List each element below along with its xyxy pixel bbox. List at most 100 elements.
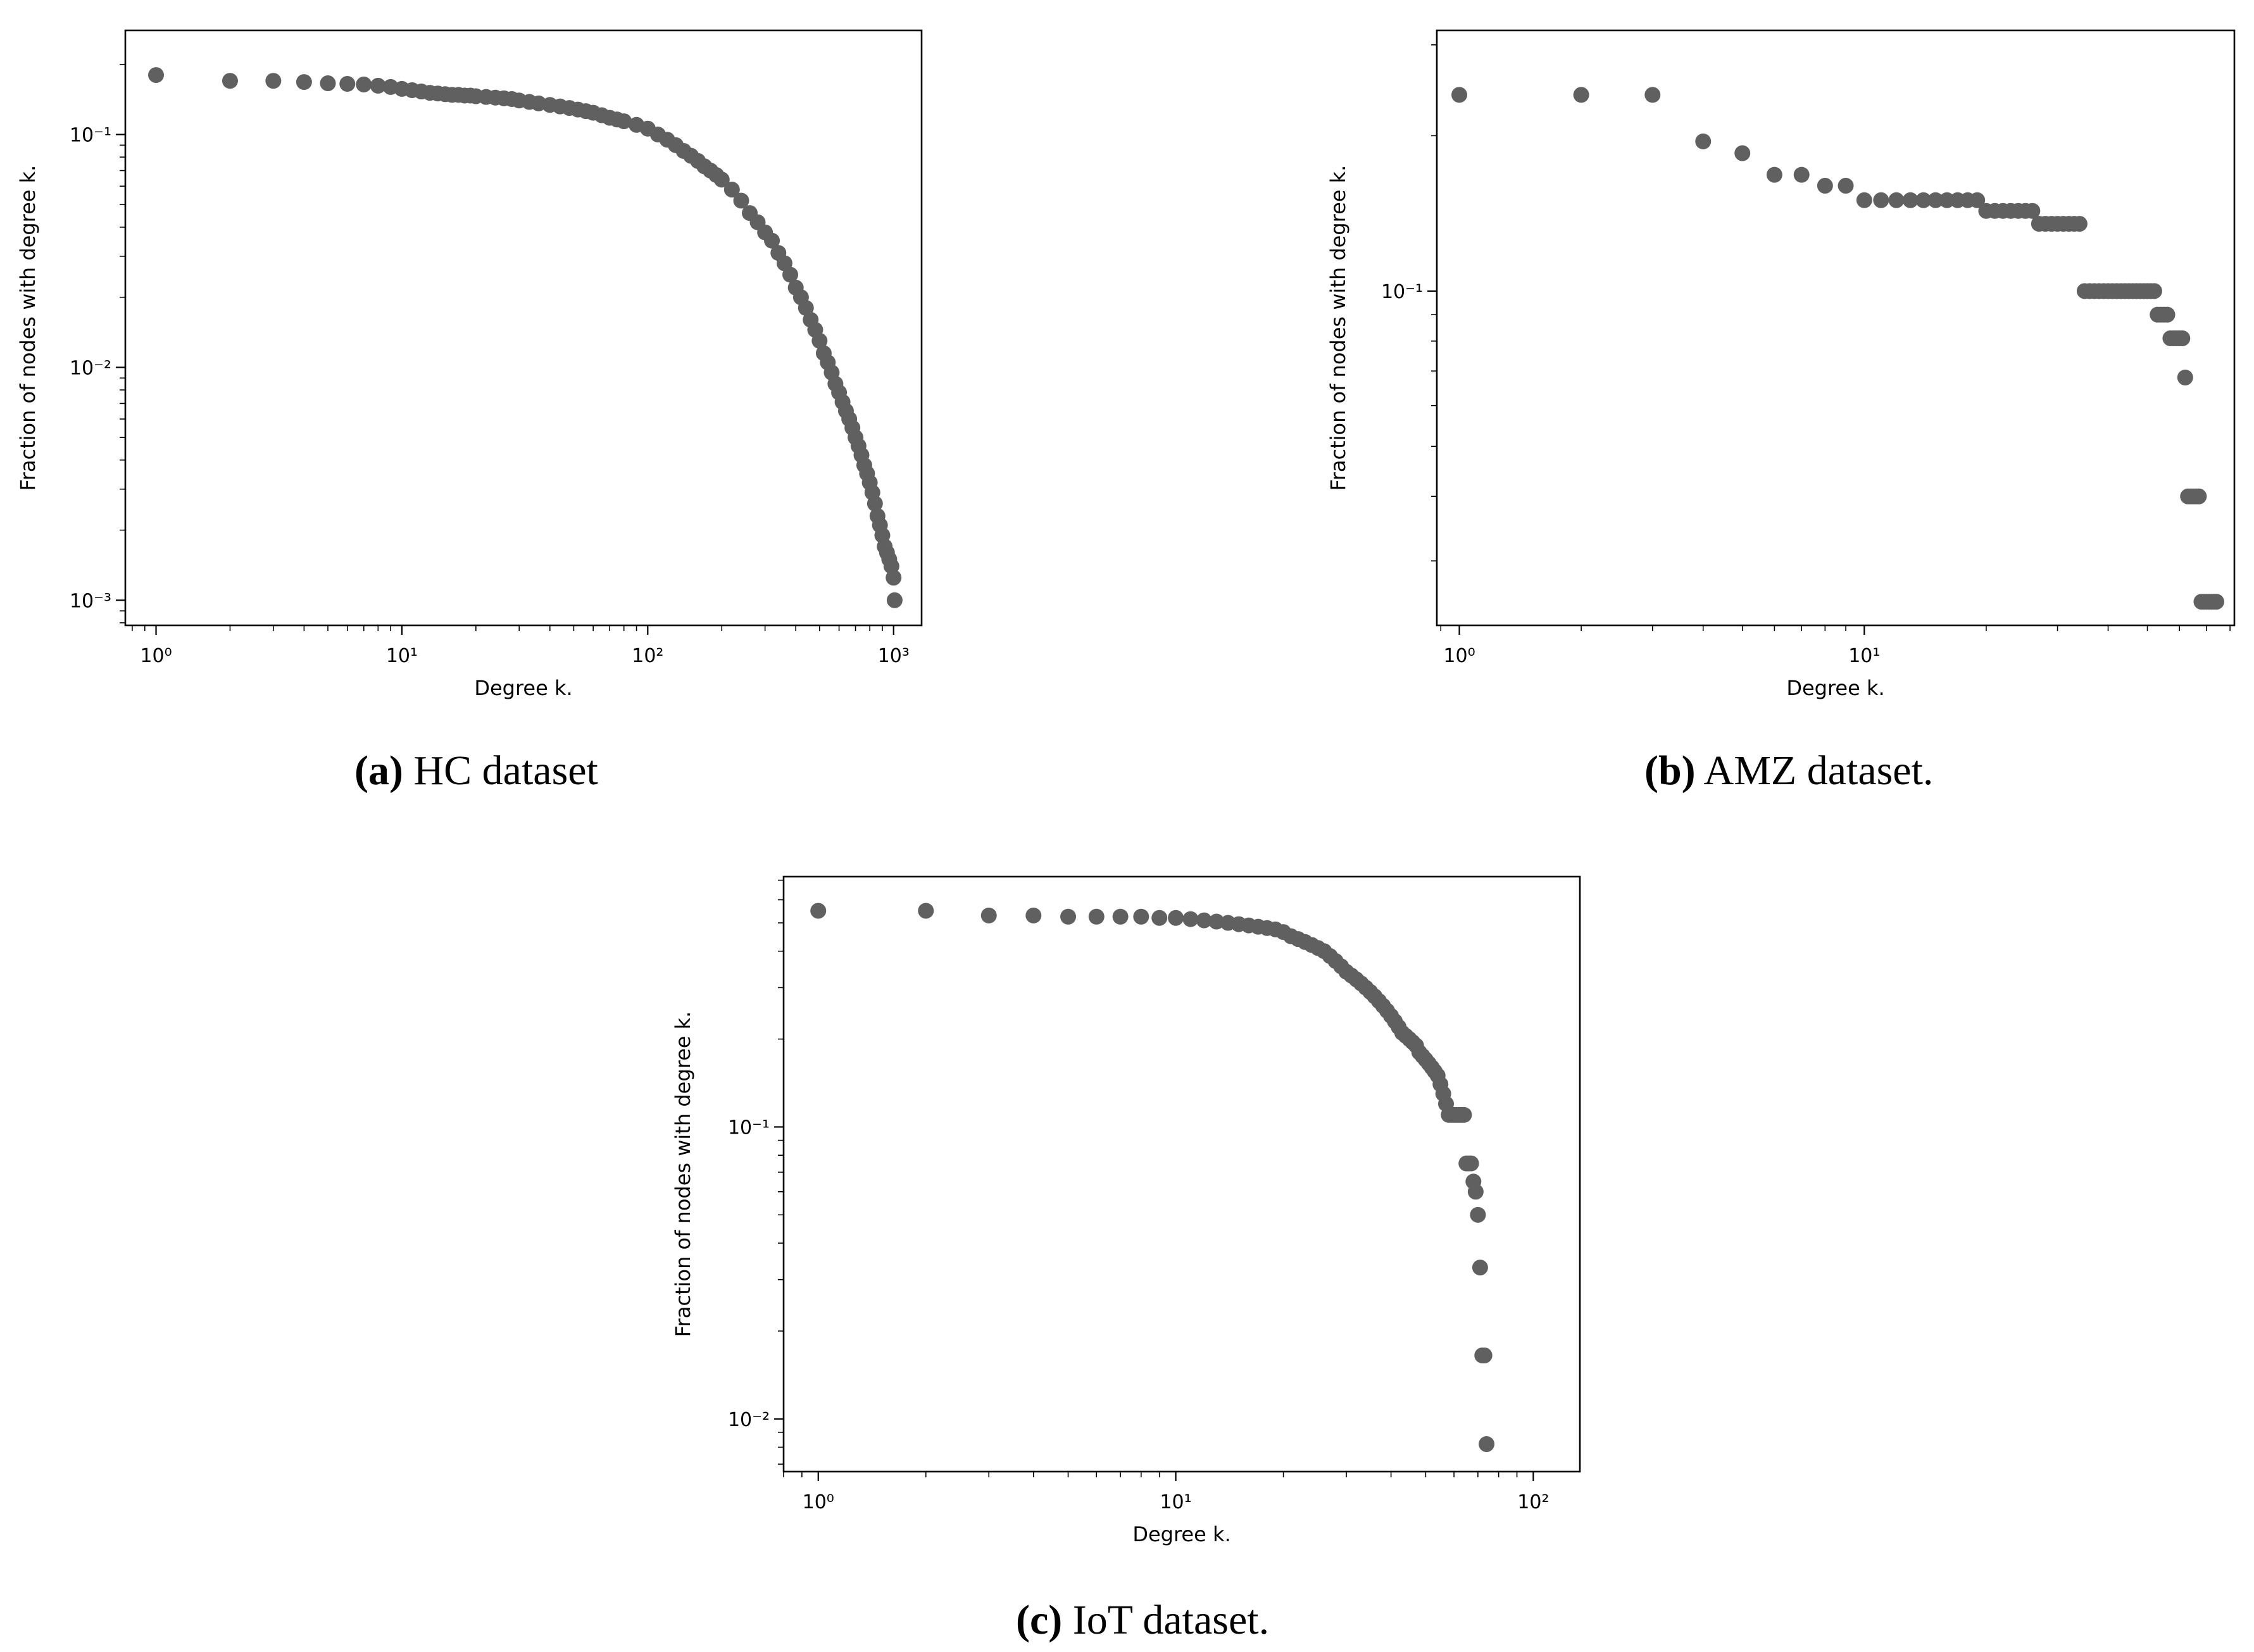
y-tick-label: 10⁻³: [70, 590, 111, 612]
data-point: [980, 907, 997, 923]
chart-caption: (c) IoT dataset.: [1016, 1596, 1269, 1644]
data-point: [1112, 908, 1129, 925]
data-point: [1472, 1260, 1488, 1276]
data-point: [2191, 488, 2207, 504]
minor-ticks: [120, 63, 883, 631]
data-point: [1151, 910, 1168, 926]
data-point: [867, 496, 883, 512]
x-tick-label: 10²: [1517, 1491, 1549, 1513]
data-point: [1927, 192, 1944, 208]
plot-frame: [124, 29, 923, 627]
data-point: [810, 903, 827, 919]
data-point: [1196, 912, 1212, 929]
data-point: [1467, 1184, 1484, 1200]
data-point: [1817, 177, 1833, 194]
data-point: [713, 172, 730, 188]
x-axis-label: Degree k.: [1786, 676, 1884, 700]
y-tick-label: 10⁻¹: [70, 125, 111, 147]
data-point: [1476, 1347, 1493, 1363]
data-point: [1573, 87, 1589, 103]
data-point: [764, 232, 780, 249]
caption-letter: (a): [354, 748, 403, 794]
data-point: [1695, 133, 1712, 149]
data-point: [723, 182, 740, 198]
data-point: [1470, 1206, 1486, 1223]
data-point: [370, 77, 386, 94]
data-point: [356, 76, 372, 92]
x-tick-label: 10³: [878, 645, 910, 667]
caption-letter: (b): [1644, 748, 1696, 794]
data-point: [1873, 192, 1889, 208]
x-tick-label: 10²: [632, 645, 663, 667]
data-point: [222, 73, 238, 89]
x-axis-label: Degree k.: [1132, 1522, 1230, 1546]
caption-text: IoT dataset.: [1062, 1597, 1270, 1643]
data-point: [1451, 87, 1468, 103]
data-point: [2174, 330, 2191, 346]
data-point: [265, 73, 282, 89]
x-tick-label: 10¹: [386, 645, 418, 667]
data-point: [811, 332, 828, 349]
data-point: [1793, 166, 1810, 183]
plot-frame: [782, 875, 1581, 1473]
data-point: [339, 75, 356, 92]
data-point: [2177, 369, 2193, 385]
data-point: [1479, 1436, 1495, 1453]
data-point: [2146, 283, 2162, 299]
data-point: [1969, 192, 1986, 208]
y-tick-label: 10⁻²: [728, 1409, 770, 1431]
y-axis-label: Fraction of nodes with degree k.: [671, 1011, 695, 1337]
x-tick-label: 10⁰: [803, 1491, 834, 1513]
data-point: [1463, 1155, 1479, 1172]
chart-caption: (b) AMZ dataset.: [1644, 747, 1933, 795]
data-point: [1182, 911, 1199, 927]
chart-caption: (a) HC dataset: [354, 747, 598, 795]
data-point: [1133, 908, 1149, 925]
data-point: [148, 67, 165, 84]
y-tick-label: 10⁻¹: [728, 1117, 770, 1139]
data-point: [1168, 910, 1184, 926]
x-tick-label: 10¹: [1160, 1491, 1191, 1513]
y-axis-label: Fraction of nodes with degree k.: [16, 165, 40, 491]
caption-text: HC dataset: [403, 748, 598, 794]
minor-ticks: [778, 879, 1518, 1477]
x-tick-label: 10¹: [1848, 645, 1880, 667]
x-tick-label: 10⁰: [140, 645, 172, 667]
data-point: [616, 113, 632, 130]
data-point: [2071, 216, 2088, 232]
data-point: [1902, 192, 1919, 208]
data-point: [798, 299, 814, 316]
data-point: [886, 592, 903, 608]
data-point: [1856, 192, 1872, 208]
data-point: [918, 903, 934, 919]
data-point: [782, 266, 799, 283]
x-axis-label: Degree k.: [474, 676, 572, 700]
data-point: [733, 192, 749, 209]
y-axis-label: Fraction of nodes with degree k.: [1326, 165, 1350, 491]
data-point: [1915, 192, 1932, 208]
data-point: [2024, 203, 2041, 219]
data-points: [810, 903, 1495, 1453]
y-tick-label: 10⁻¹: [1381, 281, 1423, 303]
data-point: [320, 75, 336, 92]
data-point: [1456, 1106, 1472, 1123]
data-point: [1088, 908, 1105, 925]
minor-ticks: [1431, 44, 2231, 631]
data-point: [1060, 908, 1077, 925]
x-tick-label: 10⁰: [1443, 645, 1475, 667]
data-points: [148, 67, 903, 608]
data-point: [2159, 306, 2176, 323]
data-point: [2208, 594, 2224, 610]
plot-frame: [1436, 29, 2236, 627]
data-point: [886, 570, 902, 586]
data-point: [1766, 166, 1782, 183]
data-point: [1208, 913, 1225, 930]
data-point: [1734, 145, 1751, 161]
caption-text: AMZ dataset.: [1695, 748, 1934, 794]
caption-letter: (c): [1016, 1597, 1063, 1643]
data-point: [1644, 87, 1661, 103]
data-point: [1838, 177, 1854, 194]
data-point: [296, 74, 312, 91]
